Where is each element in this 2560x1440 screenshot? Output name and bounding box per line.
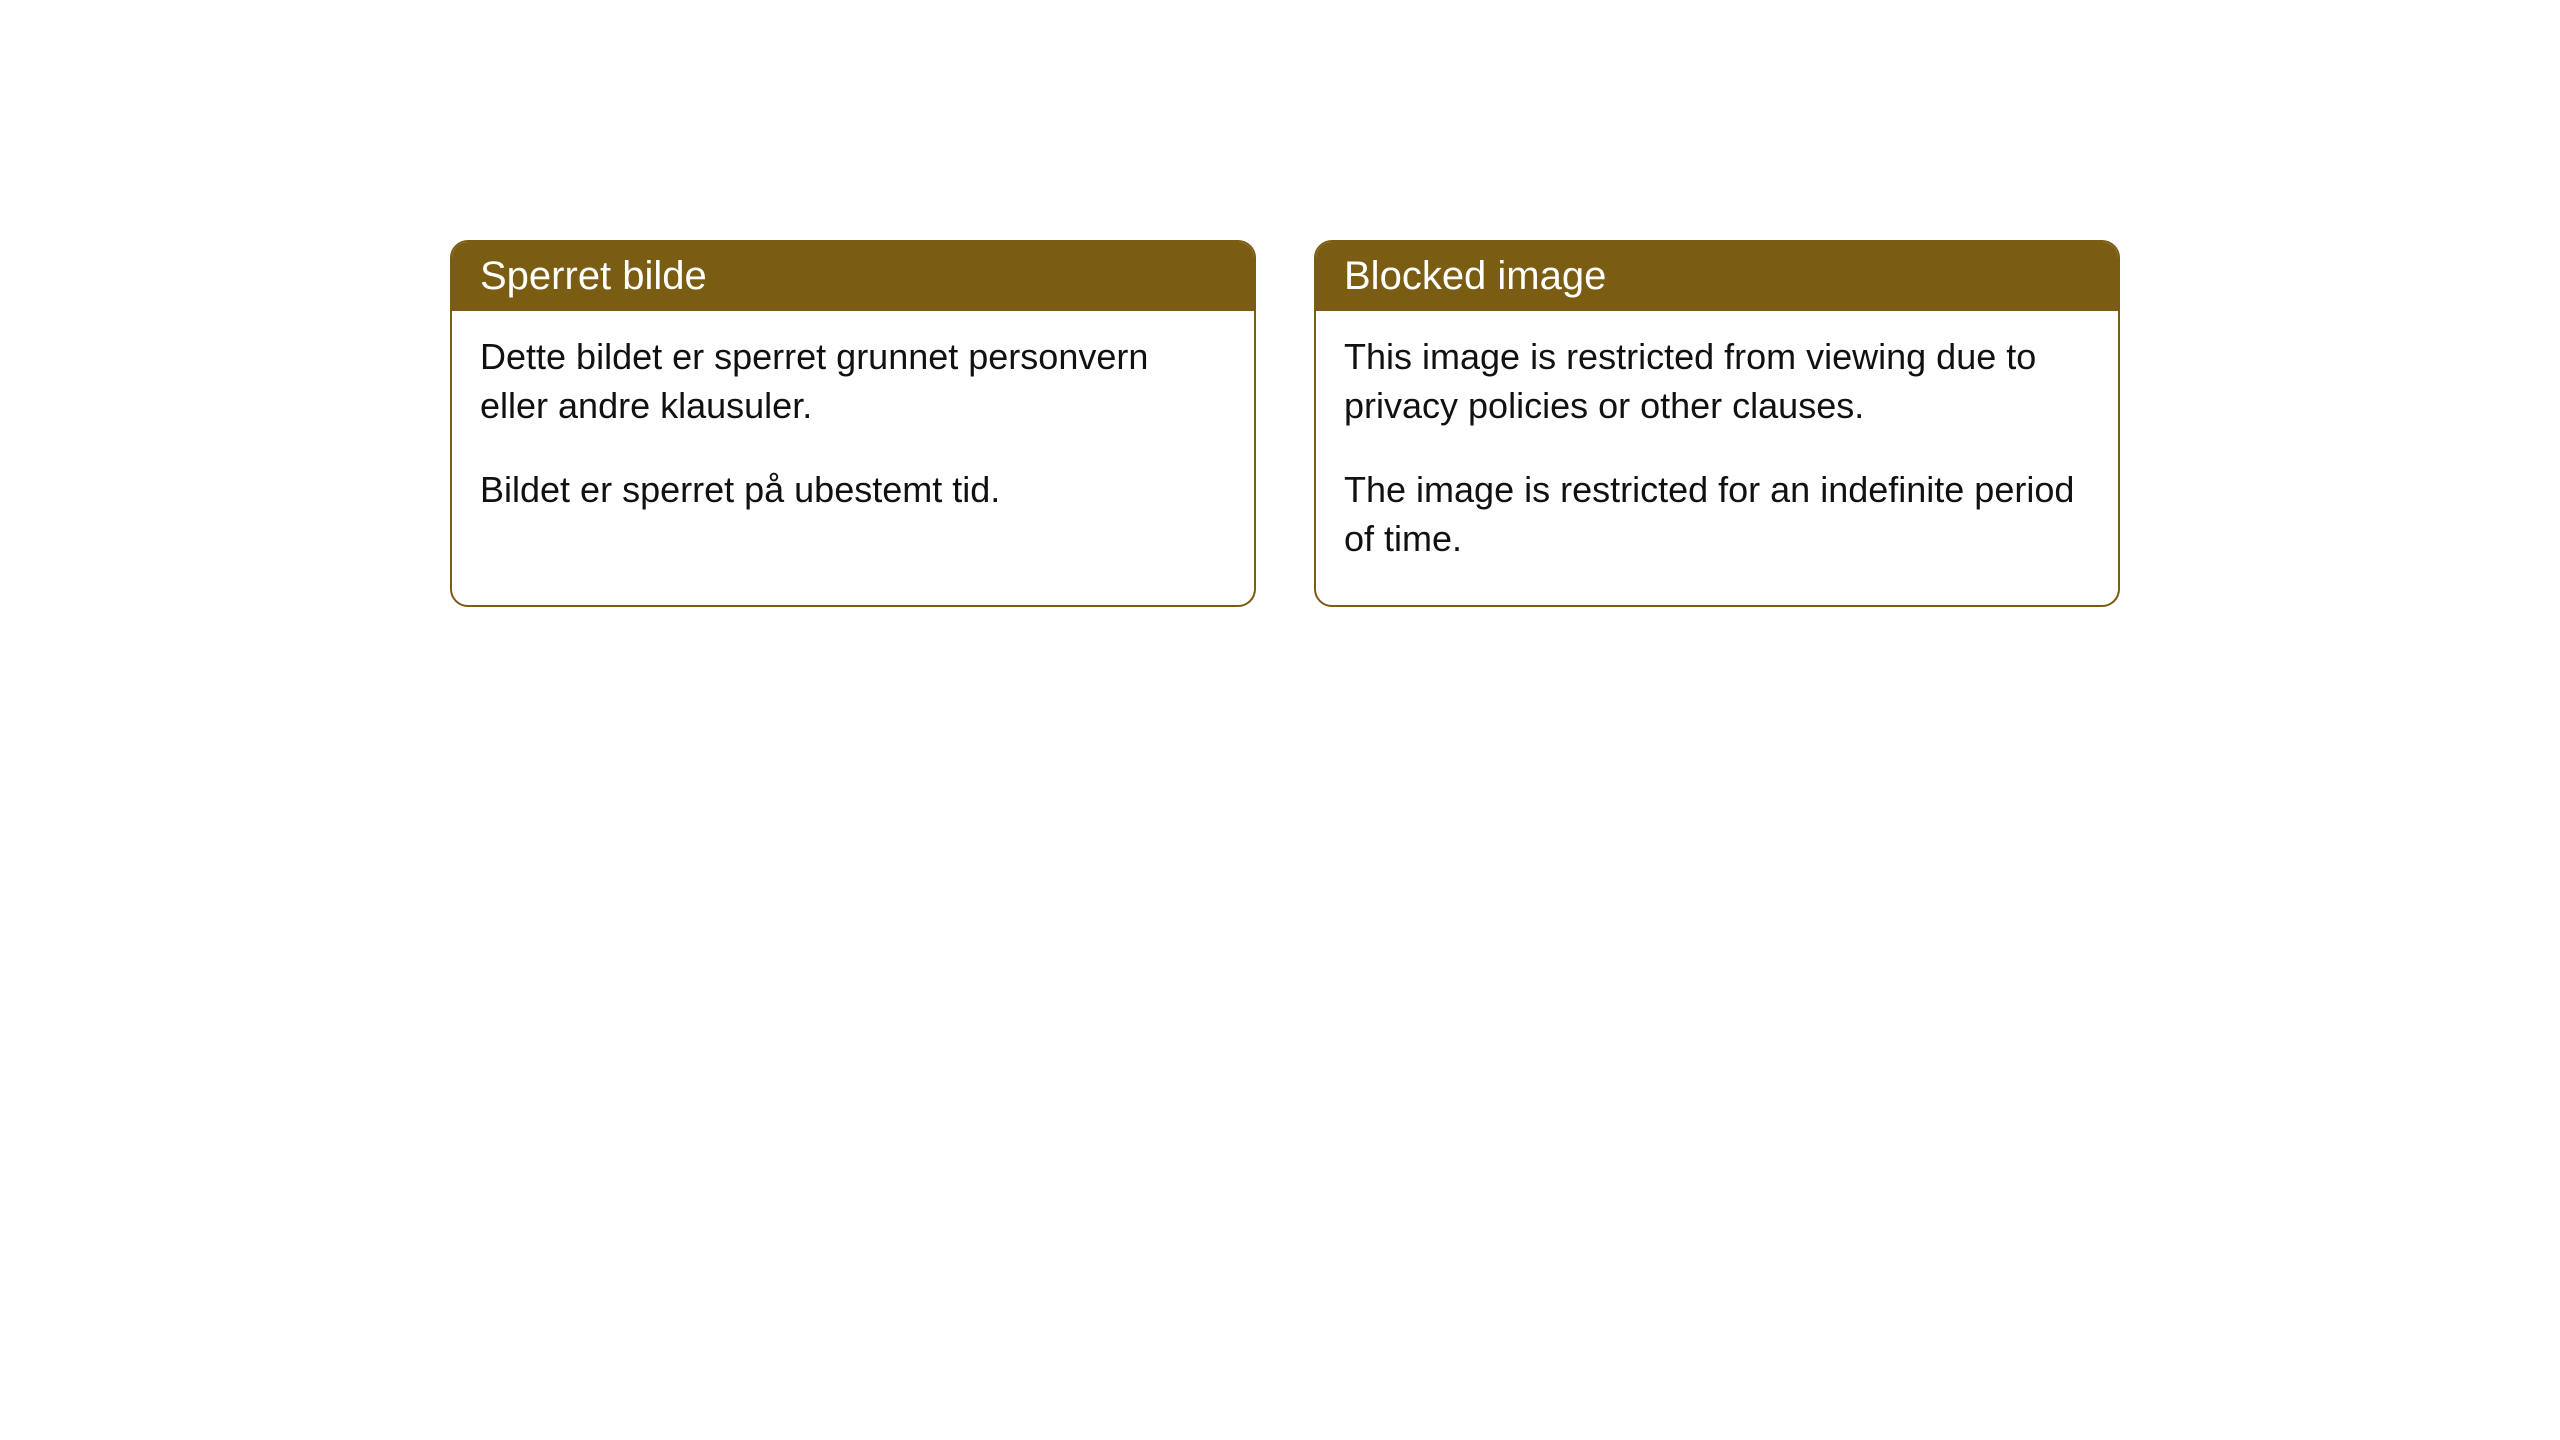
card-text-english-1: This image is restricted from viewing du… xyxy=(1344,333,2090,430)
notice-card-english: Blocked image This image is restricted f… xyxy=(1314,240,2120,607)
card-body-english: This image is restricted from viewing du… xyxy=(1316,311,2118,605)
card-header-norwegian: Sperret bilde xyxy=(452,242,1254,311)
notice-card-norwegian: Sperret bilde Dette bildet er sperret gr… xyxy=(450,240,1256,607)
card-text-norwegian-2: Bildet er sperret på ubestemt tid. xyxy=(480,466,1226,515)
card-text-norwegian-1: Dette bildet er sperret grunnet personve… xyxy=(480,333,1226,430)
card-header-english: Blocked image xyxy=(1316,242,2118,311)
notice-container: Sperret bilde Dette bildet er sperret gr… xyxy=(450,240,2120,607)
card-text-english-2: The image is restricted for an indefinit… xyxy=(1344,466,2090,563)
card-body-norwegian: Dette bildet er sperret grunnet personve… xyxy=(452,311,1254,557)
